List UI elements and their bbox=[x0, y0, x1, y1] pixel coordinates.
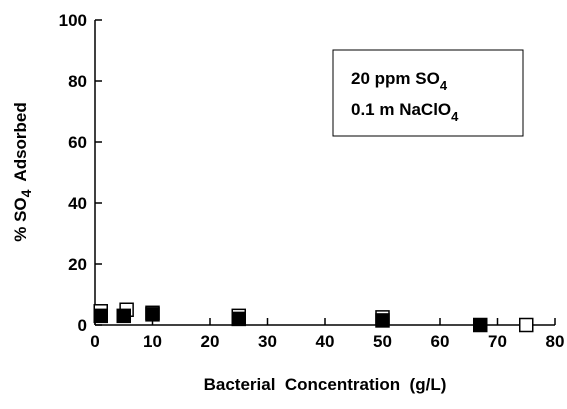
x-tick-label: 70 bbox=[488, 332, 507, 351]
y-tick-label: 60 bbox=[68, 133, 87, 152]
y-axis-label: % SO4 Adsorbed bbox=[11, 102, 34, 242]
data-point bbox=[93, 308, 108, 324]
x-axis-label: Bacterial Concentration (g/L) bbox=[204, 375, 447, 394]
x-tick-label: 40 bbox=[316, 332, 335, 351]
y-tick-label: 100 bbox=[59, 11, 87, 30]
y-tick-label: 20 bbox=[68, 255, 87, 274]
x-tick-label: 10 bbox=[143, 332, 162, 351]
y-tick-label: 40 bbox=[68, 194, 87, 213]
annotation-text: 0.1 m NaClO bbox=[351, 100, 451, 119]
x-tick-label: 60 bbox=[431, 332, 450, 351]
y-label-text: % SO bbox=[11, 197, 30, 241]
annotation-line: 20 ppm SO4 bbox=[351, 69, 448, 93]
data-point bbox=[375, 313, 390, 328]
x-tick-label: 0 bbox=[90, 332, 99, 351]
y-label-text: Adsorbed bbox=[11, 102, 30, 181]
x-tick-label: 80 bbox=[546, 332, 565, 351]
annotation-text: 20 ppm SO bbox=[351, 69, 440, 88]
data-point bbox=[519, 317, 534, 333]
y-tick-label: 80 bbox=[68, 72, 87, 91]
annotation-box bbox=[332, 49, 524, 137]
annotation-subscript: 4 bbox=[451, 109, 459, 124]
annotation-line: 0.1 m NaClO4 bbox=[351, 100, 459, 124]
x-tick-label: 30 bbox=[258, 332, 277, 351]
y-label-subscript: 4 bbox=[18, 189, 34, 197]
x-tick-label: 50 bbox=[373, 332, 392, 351]
data-point bbox=[473, 317, 488, 333]
x-tick-label: 20 bbox=[201, 332, 220, 351]
y-tick-label: 0 bbox=[78, 316, 87, 335]
data-point bbox=[231, 311, 246, 327]
data-point bbox=[116, 308, 131, 324]
annotation-subscript: 4 bbox=[440, 78, 448, 93]
data-point bbox=[145, 307, 160, 322]
